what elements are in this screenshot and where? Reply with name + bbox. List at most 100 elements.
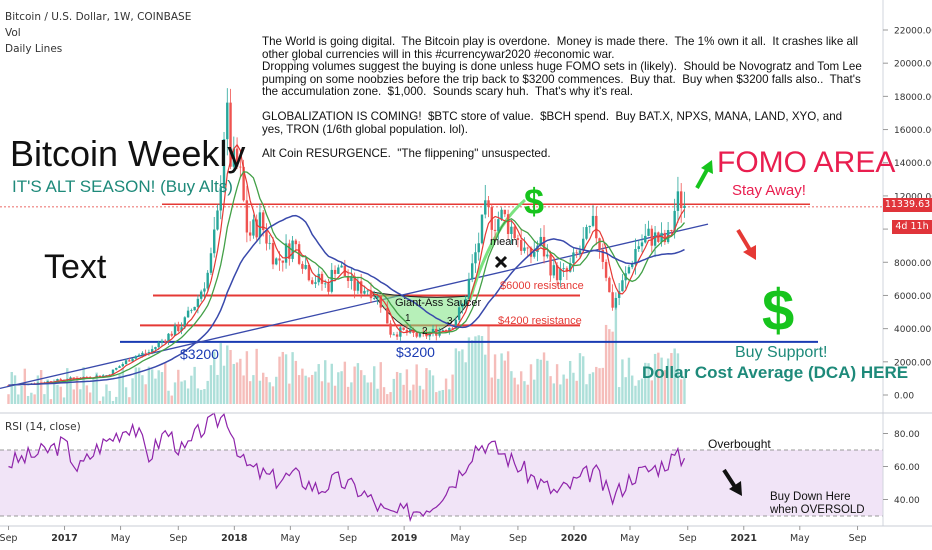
- candle-body: [510, 226, 513, 234]
- saucer-number: 3: [447, 316, 453, 327]
- volume-bar: [595, 366, 598, 404]
- volume-bar: [412, 384, 415, 404]
- volume-bar: [131, 378, 134, 404]
- candle-body: [601, 249, 605, 262]
- volume-bar: [268, 382, 271, 404]
- volume-bar: [150, 369, 154, 404]
- mean-label: mean: [490, 236, 518, 248]
- candle-body: [304, 265, 307, 269]
- volume-bar: [562, 374, 565, 404]
- volume-bar: [66, 368, 69, 404]
- candle-body: [487, 200, 490, 208]
- volume-bar: [493, 354, 497, 404]
- candle-body: [634, 249, 637, 265]
- volume-bar: [350, 382, 353, 404]
- volume-bar: [95, 372, 98, 404]
- volume-bar: [239, 358, 242, 404]
- volume-bar: [624, 377, 627, 404]
- volume-bar: [451, 374, 454, 404]
- candle-body: [366, 290, 369, 292]
- candle-body: [526, 247, 529, 249]
- candle-body: [484, 200, 487, 215]
- candle-body: [598, 238, 601, 250]
- candle-body: [683, 205, 686, 209]
- rsi-series-line: [8, 412, 686, 523]
- vol-label: Vol: [5, 27, 21, 39]
- candle-body: [115, 367, 118, 370]
- volume-bar: [359, 370, 363, 404]
- text-label: Text: [44, 248, 107, 286]
- volume-bar: [572, 372, 575, 404]
- candle-body: [676, 191, 680, 211]
- support-3200-mid-label: $3200: [396, 344, 435, 360]
- volume-bar: [585, 384, 588, 404]
- volume-bar: [98, 400, 102, 404]
- volume-bar: [454, 348, 458, 404]
- volume-bar: [660, 357, 663, 404]
- volume-bar: [588, 373, 591, 404]
- candle-body: [147, 352, 151, 354]
- volume-bar: [173, 382, 177, 404]
- volume-bar: [180, 381, 183, 404]
- volume-bar: [294, 360, 298, 404]
- candle-body: [435, 328, 438, 336]
- volume-bar: [213, 351, 216, 404]
- candle-body: [493, 229, 497, 231]
- candle-body: [320, 273, 324, 284]
- moving-average-line: [8, 214, 685, 386]
- volume-bar: [666, 358, 670, 404]
- candle-body: [604, 261, 608, 278]
- volume-bar: [229, 350, 232, 404]
- volume-bar: [265, 376, 268, 404]
- candle-body: [519, 239, 523, 251]
- candle-body: [591, 215, 595, 226]
- candle-body: [186, 310, 190, 318]
- volume-bar: [13, 375, 17, 404]
- buy-support-label: Buy Support!: [735, 344, 828, 361]
- volume-bar: [490, 377, 493, 404]
- volume-bar: [154, 378, 157, 404]
- price-tick-label: 8000.00: [894, 259, 931, 269]
- moving-average-line: [8, 143, 685, 386]
- volume-bar: [386, 394, 389, 404]
- volume-bar: [271, 386, 275, 404]
- volume-bar: [235, 362, 239, 404]
- resistance-6000-label: $6000 resistance: [500, 280, 584, 292]
- volume-bar: [353, 366, 356, 404]
- candle-body: [101, 375, 105, 377]
- candle-body: [585, 227, 588, 239]
- rsi-line: [8, 412, 686, 523]
- volume-bar: [376, 388, 379, 404]
- volume-bar: [438, 390, 441, 404]
- time-tick-label: Sep: [0, 533, 17, 544]
- candle-body: [627, 267, 631, 274]
- volume-bar: [288, 383, 291, 404]
- candle-body: [513, 226, 516, 239]
- volume-bar: [327, 382, 330, 404]
- volume-bar: [275, 376, 278, 404]
- volume-bar: [252, 375, 255, 404]
- candle-body: [157, 342, 160, 348]
- candle-body: [118, 366, 121, 368]
- candle-body: [549, 254, 552, 276]
- candle-body: [346, 276, 350, 282]
- price-tick-label: 2000.00: [894, 358, 931, 368]
- volume-bar: [503, 360, 507, 404]
- note-line: Alt Coin RESURGENCE. "The flippening" un…: [262, 147, 551, 161]
- volume-bar: [487, 324, 490, 404]
- annotation-marks: [494, 160, 756, 496]
- volume-bar: [402, 384, 405, 404]
- volume-bar: [124, 387, 128, 404]
- volume-bar: [291, 352, 294, 404]
- volume-bar: [278, 356, 281, 404]
- volume-bar: [245, 351, 249, 404]
- candle-body: [644, 235, 647, 243]
- candle-body: [216, 210, 219, 230]
- volume-bar: [467, 337, 471, 404]
- volume-bar: [137, 367, 141, 404]
- volume-bar: [614, 302, 618, 404]
- volume-bar: [457, 351, 461, 404]
- candle-body: [46, 381, 49, 383]
- volume-bar: [578, 353, 582, 404]
